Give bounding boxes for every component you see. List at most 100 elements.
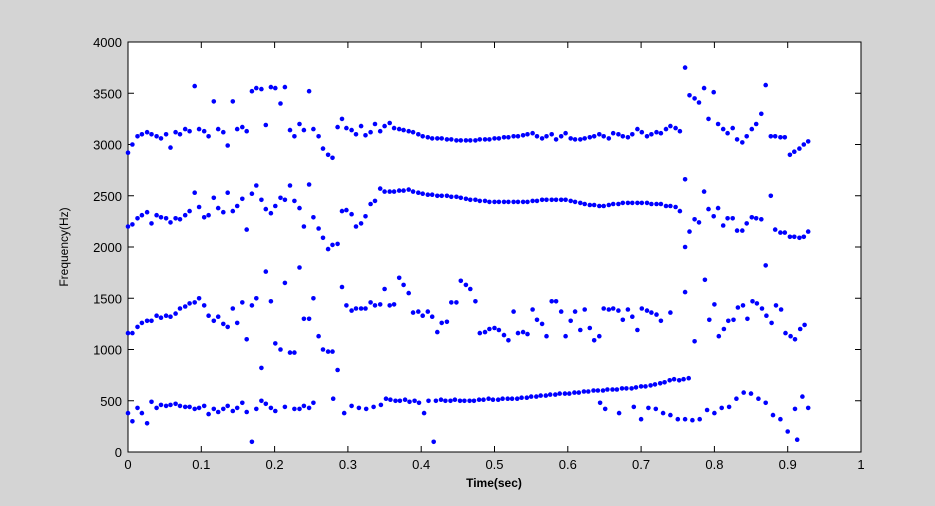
data-point [249, 303, 255, 308]
data-point [772, 134, 778, 139]
data-point [177, 217, 183, 222]
data-point [349, 127, 354, 133]
data-point [462, 398, 467, 404]
data-point [420, 134, 426, 139]
data-point [606, 307, 612, 312]
data-point [268, 84, 274, 90]
data-point [454, 300, 459, 305]
data-point [748, 391, 754, 396]
data-point [587, 202, 593, 208]
data-point [125, 330, 131, 336]
data-point [719, 405, 724, 411]
data-point [130, 222, 135, 227]
data-point [524, 395, 530, 401]
data-point [682, 65, 688, 70]
data-point [273, 203, 278, 209]
data-point [356, 405, 362, 411]
data-point [234, 203, 240, 209]
data-point [253, 296, 259, 301]
data-point [320, 347, 326, 352]
data-point [292, 198, 297, 204]
data-point [610, 201, 616, 207]
data-point [234, 405, 240, 411]
data-points [125, 65, 811, 445]
data-point [481, 397, 486, 403]
data-point [520, 329, 526, 335]
data-point [406, 187, 412, 192]
data-point [163, 216, 169, 221]
data-point [339, 284, 345, 290]
data-point [572, 137, 578, 142]
data-point [568, 318, 573, 324]
x-tick-label: 0.8 [705, 457, 723, 472]
data-point [130, 142, 135, 147]
data-point [377, 186, 383, 191]
data-point [501, 135, 507, 140]
data-point [292, 406, 297, 412]
data-point [259, 86, 264, 92]
data-point [287, 350, 293, 355]
data-point [196, 296, 202, 301]
data-point [549, 132, 554, 137]
data-point [344, 303, 349, 308]
data-point [572, 199, 578, 205]
data-point [154, 313, 159, 319]
data-point [206, 212, 211, 218]
data-point [749, 126, 755, 132]
data-point [311, 126, 316, 132]
data-point [801, 142, 807, 147]
data-point [372, 198, 378, 204]
data-point [671, 376, 677, 382]
data-point [515, 330, 521, 336]
data-point [635, 327, 640, 333]
data-point [696, 220, 702, 225]
data-point [211, 318, 217, 324]
y-tick-label: 2000 [93, 240, 122, 255]
data-point [201, 303, 207, 308]
data-point [625, 135, 631, 140]
data-point [534, 198, 540, 204]
data-point [595, 388, 601, 393]
data-point [744, 134, 749, 139]
data-point [788, 333, 793, 339]
data-point [558, 197, 564, 203]
data-point [644, 200, 650, 206]
data-point [701, 189, 707, 194]
data-point [591, 202, 597, 208]
x-tick-label: 0 [124, 457, 131, 472]
data-point [135, 405, 140, 411]
data-point [397, 398, 403, 404]
data-point [473, 197, 478, 203]
data-point [525, 331, 530, 337]
data-point [420, 191, 426, 196]
data-point [697, 416, 702, 422]
x-tick-label: 0.1 [192, 457, 210, 472]
data-point [572, 309, 578, 314]
data-point [687, 229, 692, 234]
data-point [168, 314, 173, 320]
data-point [600, 388, 606, 393]
data-point [382, 123, 387, 129]
data-point [553, 299, 559, 304]
data-point [673, 204, 678, 210]
data-point [653, 406, 659, 412]
data-point [406, 290, 412, 296]
data-point [749, 215, 755, 220]
data-point [682, 289, 688, 295]
data-point [496, 136, 502, 141]
data-point [240, 196, 245, 202]
data-point [563, 197, 568, 203]
data-point [692, 339, 697, 344]
data-point [477, 137, 483, 142]
data-point [511, 134, 516, 139]
data-point [457, 398, 463, 404]
data-point [769, 320, 774, 326]
data-point [620, 317, 626, 323]
data-point [649, 201, 654, 207]
data-point [325, 152, 331, 158]
data-point [778, 135, 783, 140]
data-point [211, 406, 217, 412]
data-point [301, 403, 307, 409]
data-point [358, 306, 364, 311]
data-point [538, 393, 543, 398]
